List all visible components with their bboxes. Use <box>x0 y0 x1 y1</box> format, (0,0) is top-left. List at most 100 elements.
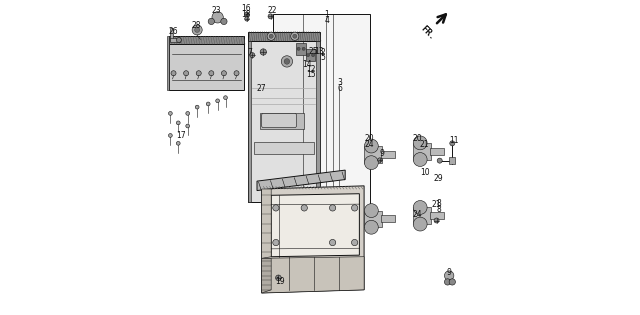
Circle shape <box>364 156 378 169</box>
Circle shape <box>216 99 220 103</box>
Circle shape <box>192 25 202 35</box>
Text: 9: 9 <box>380 149 384 158</box>
Text: 9: 9 <box>446 268 451 277</box>
Polygon shape <box>257 170 345 191</box>
Text: 1: 1 <box>324 10 329 19</box>
Circle shape <box>212 12 223 23</box>
Polygon shape <box>262 257 364 293</box>
Circle shape <box>269 34 273 38</box>
Circle shape <box>297 47 300 50</box>
Bar <box>170 28 173 41</box>
Bar <box>306 49 316 61</box>
Text: 25: 25 <box>308 48 318 56</box>
Circle shape <box>413 217 427 231</box>
Bar <box>381 215 395 222</box>
Circle shape <box>302 47 305 50</box>
Circle shape <box>444 271 454 280</box>
Text: 8: 8 <box>436 199 441 208</box>
Text: 4: 4 <box>324 16 329 25</box>
Text: 24: 24 <box>364 140 374 149</box>
Circle shape <box>250 53 255 58</box>
Polygon shape <box>248 41 320 202</box>
Bar <box>316 41 320 202</box>
Circle shape <box>171 71 176 76</box>
Circle shape <box>413 136 427 150</box>
Circle shape <box>184 71 189 76</box>
Circle shape <box>177 121 180 125</box>
Text: 2: 2 <box>320 48 325 57</box>
Text: 27: 27 <box>256 84 266 93</box>
Circle shape <box>273 239 279 246</box>
Circle shape <box>196 71 201 76</box>
Circle shape <box>276 275 281 281</box>
Polygon shape <box>262 189 271 258</box>
Circle shape <box>168 112 172 115</box>
Polygon shape <box>167 36 169 90</box>
Bar <box>430 148 444 155</box>
Text: 11: 11 <box>449 136 459 145</box>
Circle shape <box>413 152 427 166</box>
Circle shape <box>364 139 378 153</box>
Circle shape <box>378 158 382 162</box>
Bar <box>430 212 444 219</box>
Text: 21: 21 <box>431 200 441 209</box>
Bar <box>413 143 431 159</box>
Circle shape <box>195 105 199 109</box>
Circle shape <box>186 124 189 128</box>
Circle shape <box>244 17 249 21</box>
Text: 24: 24 <box>412 210 422 219</box>
Text: 26: 26 <box>168 27 178 36</box>
Text: 19: 19 <box>275 277 285 286</box>
Circle shape <box>330 205 336 211</box>
Circle shape <box>301 205 307 211</box>
Bar <box>381 151 395 158</box>
Circle shape <box>177 37 181 43</box>
Text: 29: 29 <box>434 174 444 183</box>
Circle shape <box>234 71 239 76</box>
Text: 8: 8 <box>436 205 441 214</box>
Circle shape <box>221 18 227 25</box>
Text: 22: 22 <box>268 6 278 14</box>
Circle shape <box>434 218 439 223</box>
Text: FR.: FR. <box>419 24 436 41</box>
Text: 20: 20 <box>412 134 422 143</box>
Circle shape <box>330 239 336 246</box>
Bar <box>260 113 304 129</box>
Polygon shape <box>254 142 314 154</box>
Circle shape <box>291 32 299 40</box>
Text: 12: 12 <box>307 65 316 74</box>
Bar <box>364 146 381 163</box>
Bar <box>248 41 252 202</box>
Text: 14: 14 <box>303 60 312 69</box>
Circle shape <box>267 32 275 40</box>
Circle shape <box>292 34 297 38</box>
Circle shape <box>281 56 292 67</box>
Polygon shape <box>262 258 271 293</box>
Circle shape <box>244 12 249 16</box>
Bar <box>364 211 381 227</box>
Text: 10: 10 <box>420 168 430 177</box>
Circle shape <box>168 134 172 137</box>
Circle shape <box>186 112 189 115</box>
Text: 3: 3 <box>337 78 342 87</box>
Circle shape <box>260 49 266 55</box>
Bar <box>449 157 456 164</box>
Circle shape <box>450 141 455 146</box>
Circle shape <box>223 96 227 100</box>
Circle shape <box>273 205 279 211</box>
Circle shape <box>437 158 442 163</box>
Circle shape <box>351 205 358 211</box>
Circle shape <box>268 14 273 19</box>
Circle shape <box>206 102 210 106</box>
Circle shape <box>364 220 378 234</box>
Text: 23: 23 <box>211 6 221 14</box>
Text: 21: 21 <box>419 140 429 149</box>
Text: 16: 16 <box>241 4 251 13</box>
Polygon shape <box>271 194 360 257</box>
Circle shape <box>209 71 214 76</box>
Bar <box>296 43 306 55</box>
Text: 17: 17 <box>176 131 186 140</box>
Circle shape <box>351 239 358 246</box>
Bar <box>170 38 180 42</box>
Polygon shape <box>169 36 244 44</box>
